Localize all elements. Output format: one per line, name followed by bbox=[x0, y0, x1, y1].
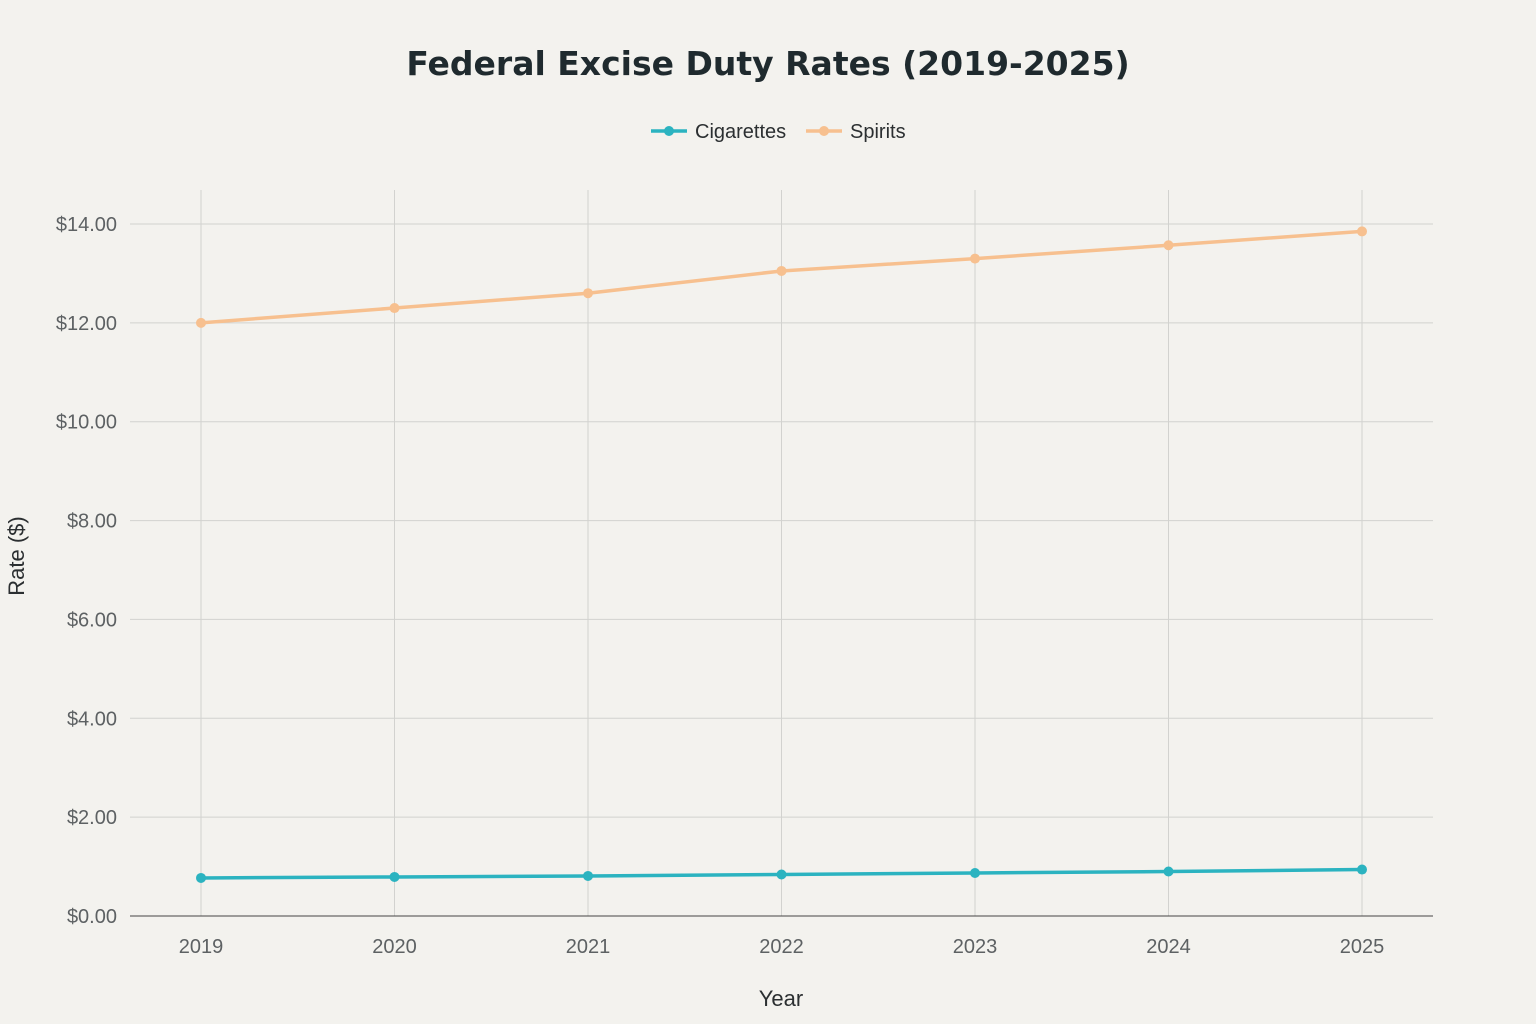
legend-item-spirits[interactable]: Spirits bbox=[806, 121, 906, 143]
data-point-spirits[interactable] bbox=[1163, 240, 1174, 251]
y-tick-label: $6.00 bbox=[67, 609, 117, 631]
grid bbox=[130, 190, 1433, 917]
data-point-cigarettes[interactable] bbox=[776, 869, 787, 880]
legend-label: Spirits bbox=[850, 121, 906, 143]
x-tick-label: 2020 bbox=[372, 936, 417, 958]
x-tick-label: 2019 bbox=[179, 936, 224, 958]
y-tick-label: $8.00 bbox=[67, 511, 117, 533]
x-tick-label: 2022 bbox=[759, 936, 804, 958]
x-tick-label: 2021 bbox=[566, 936, 611, 958]
y-axis-title: Rate ($) bbox=[4, 516, 29, 595]
y-tick-label: $2.00 bbox=[67, 807, 117, 829]
data-point-spirits[interactable] bbox=[970, 253, 980, 264]
y-tick-label: $0.00 bbox=[67, 906, 117, 928]
legend-item-cigarettes[interactable]: Cigarettes bbox=[651, 121, 786, 143]
y-axis-ticks: $0.00 $2.00 $4.00 $6.00 $8.00 $10.00 $12.00 $14… bbox=[56, 214, 117, 928]
data-point-spirits[interactable] bbox=[196, 317, 206, 328]
series-layer bbox=[196, 226, 1367, 883]
data-point-cigarettes[interactable] bbox=[583, 870, 593, 881]
y-tick-label: $14.00 bbox=[56, 214, 117, 236]
data-point-cigarettes[interactable] bbox=[1163, 866, 1174, 877]
y-tick-label: $10.00 bbox=[56, 412, 117, 434]
legend-swatch-marker bbox=[664, 126, 674, 136]
data-point-cigarettes[interactable] bbox=[1357, 864, 1367, 875]
data-point-spirits[interactable] bbox=[583, 288, 593, 299]
x-tick-label: 2025 bbox=[1340, 936, 1385, 958]
x-tick-label: 2023 bbox=[953, 936, 998, 958]
x-tick-label: 2024 bbox=[1146, 936, 1191, 958]
chart-title: Federal Excise Duty Rates (2019-2025) bbox=[406, 44, 1129, 83]
legend-label: Cigarettes bbox=[695, 121, 786, 143]
y-tick-label: $12.00 bbox=[56, 313, 117, 335]
legend: Cigarettes Spirits bbox=[651, 121, 906, 143]
data-point-spirits[interactable] bbox=[389, 303, 400, 314]
data-point-cigarettes[interactable] bbox=[970, 867, 980, 878]
data-point-spirits[interactable] bbox=[776, 265, 787, 276]
data-point-cigarettes[interactable] bbox=[196, 872, 206, 883]
x-axis-title: Year bbox=[759, 986, 803, 1011]
data-point-cigarettes[interactable] bbox=[389, 871, 400, 882]
x-axis-ticks: 2019 2020 2021 2022 2023 2024 2025 bbox=[179, 936, 1385, 958]
legend-swatch-marker bbox=[819, 126, 829, 136]
data-point-spirits[interactable] bbox=[1357, 226, 1367, 237]
y-tick-label: $4.00 bbox=[67, 708, 117, 730]
